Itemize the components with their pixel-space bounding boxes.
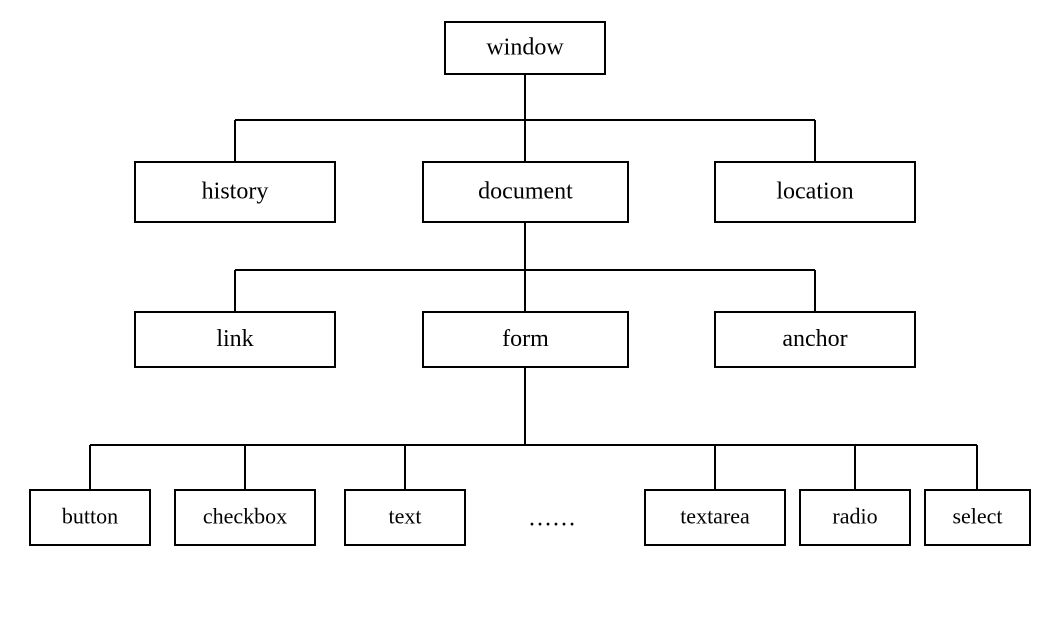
node-text: text [345,490,465,545]
connector-group [235,74,815,162]
node-location: location [715,162,915,222]
node-label-form: form [502,326,549,352]
node-textarea: textarea [645,490,785,545]
connector-group [90,367,977,490]
node-label-anchor: anchor [782,326,847,352]
node-label-location: location [776,179,853,205]
node-label-history: history [202,179,269,205]
node-label-text: text [389,504,422,529]
node-button: button [30,490,150,545]
node-label-button: button [62,504,118,529]
node-label-textarea: textarea [680,504,750,529]
node-label-select: select [952,504,1002,529]
node-anchor: anchor [715,312,915,367]
node-label-radio: radio [832,504,877,529]
node-select: select [925,490,1030,545]
node-document: document [423,162,628,222]
node-label-window: window [486,35,564,61]
node-checkbox: checkbox [175,490,315,545]
node-label-document: document [478,179,573,205]
ellipsis-label: …… [528,506,576,532]
tree-diagram: window history document location link form anc… [0,0,1049,628]
node-form: form [423,312,628,367]
node-link: link [135,312,335,367]
node-window: window [445,22,605,74]
node-label-checkbox: checkbox [203,504,287,529]
connector-group [235,222,815,312]
node-radio: radio [800,490,910,545]
node-label-link: link [216,326,253,352]
node-history: history [135,162,335,222]
